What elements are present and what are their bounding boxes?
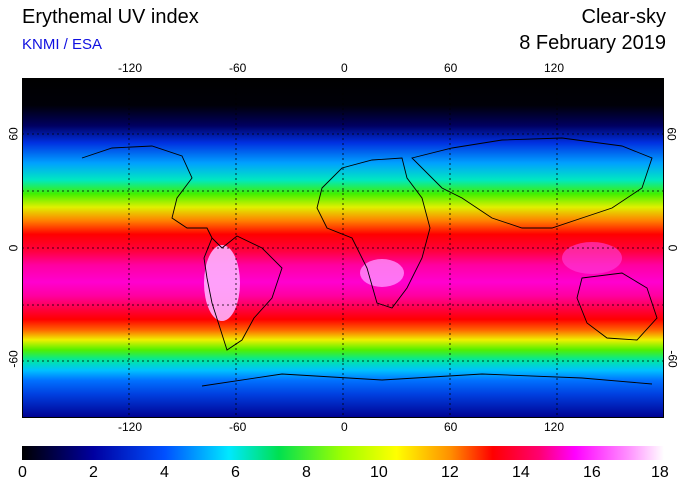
lat-tick-left: 60 — [6, 127, 21, 141]
colorbar-label: 14 — [512, 464, 530, 481]
lat-tick-right: 60 — [664, 127, 679, 141]
colorbar-label: 12 — [441, 464, 459, 481]
data-source-label: KNMI / ESA — [22, 36, 103, 53]
uv-peak-africa — [360, 259, 404, 287]
lon-tick-top: -120 — [118, 61, 143, 75]
map-frame — [22, 78, 664, 418]
uv-index-map — [22, 78, 664, 418]
lon-tick-top: 60 — [444, 61, 458, 75]
coast-africa-europe — [316, 157, 431, 309]
colorbar — [22, 446, 664, 460]
colorbar-label: 18 — [651, 464, 669, 481]
coast-australia — [576, 272, 658, 341]
lon-tick-top: -60 — [229, 61, 247, 75]
lat-tick-right: 0 — [665, 244, 680, 252]
lat-tick-left: -60 — [6, 350, 21, 368]
lon-tick-top: 120 — [544, 61, 565, 75]
lon-tick-bottom: 120 — [544, 420, 565, 434]
coast-asia — [411, 137, 653, 229]
colorbar-label: 6 — [231, 464, 240, 481]
sky-condition-label: Clear-sky — [581, 6, 666, 28]
lon-tick-bottom: 60 — [444, 420, 458, 434]
colorbar-label: 8 — [302, 464, 311, 481]
coast-south-america — [203, 235, 283, 351]
lon-tick-top: 0 — [341, 61, 348, 75]
graticule — [22, 78, 664, 418]
uv-peak-andes — [204, 245, 240, 321]
uv-peak-indonesia — [562, 242, 622, 274]
coastlines — [81, 137, 658, 387]
map-title: Erythemal UV index — [22, 6, 199, 28]
lon-tick-bottom: -60 — [229, 420, 247, 434]
colorbar-gradient — [22, 446, 664, 460]
lat-tick-right: -60 — [665, 350, 680, 368]
colorbar-label: 4 — [160, 464, 169, 481]
lat-tick-left: 0 — [6, 244, 21, 252]
lon-tick-bottom: 0 — [341, 420, 348, 434]
colorbar-label: 16 — [583, 464, 601, 481]
date-label: 8 February 2019 — [519, 32, 666, 54]
lon-tick-bottom: -120 — [118, 420, 143, 434]
coast-antarctica — [201, 373, 653, 387]
colorbar-label: 10 — [370, 464, 388, 481]
colorbar-label: 0 — [18, 464, 27, 481]
colorbar-label: 2 — [89, 464, 98, 481]
coast-north-america — [81, 145, 213, 239]
